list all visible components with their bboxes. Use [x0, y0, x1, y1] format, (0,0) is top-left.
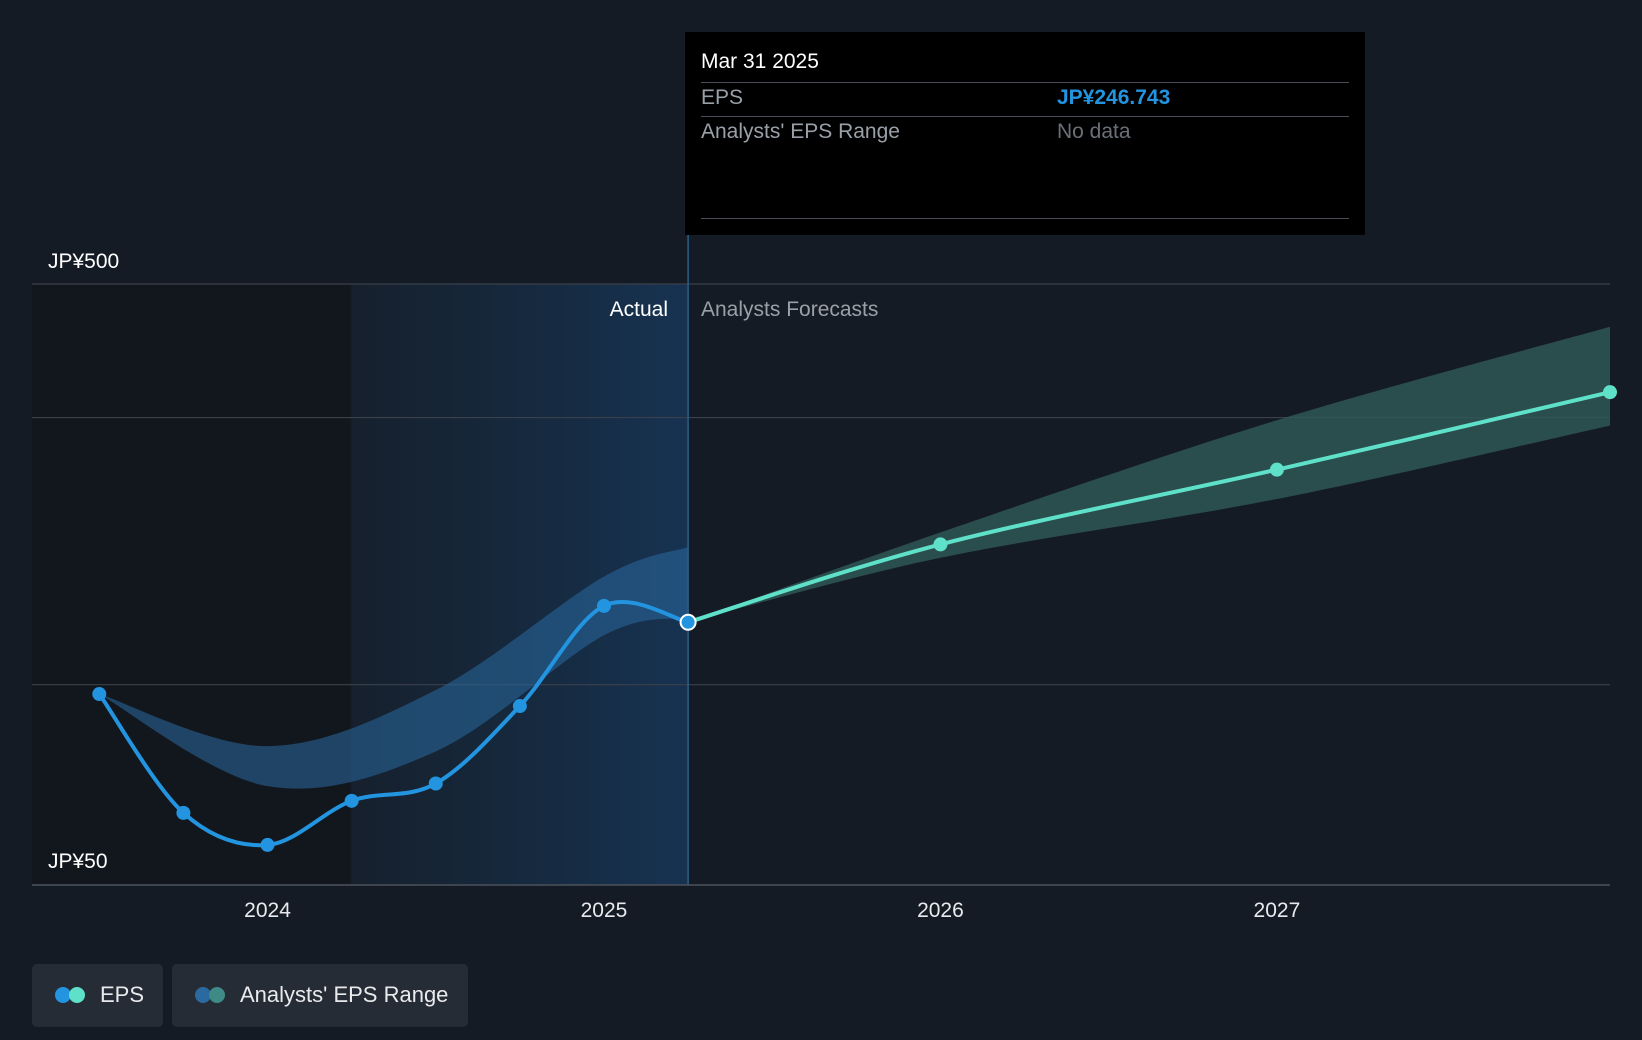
- actual-eps-point: [512, 699, 527, 714]
- tooltip-range-value: No data: [1057, 120, 1131, 143]
- forecast-eps-line: [686, 390, 1612, 625]
- tooltip-eps-label: EPS: [701, 86, 744, 109]
- tooltip: Mar 31 2025 EPS JP¥246.743 Analysts' EPS…: [685, 32, 1365, 235]
- x-axis-ticks: 2024 2025 2026 2027: [244, 899, 1300, 922]
- y-max-label: JP¥500: [48, 250, 119, 273]
- actual-eps-point: [260, 837, 275, 852]
- tooltip-date: Mar 31 2025: [701, 50, 819, 73]
- actual-eps-point: [344, 793, 359, 808]
- x-tick-label: 2026: [917, 899, 964, 922]
- past-shade: [32, 284, 350, 884]
- tooltip-divider: [701, 82, 1349, 83]
- legend-item-eps[interactable]: EPS: [32, 964, 163, 1027]
- x-tick-label: 2024: [244, 899, 291, 922]
- x-tick-label: 2025: [581, 899, 628, 922]
- forecast-eps-point: [1603, 385, 1617, 400]
- legend-range-label: Analysts' EPS Range: [240, 982, 449, 1007]
- actual-eps-point: [428, 776, 443, 791]
- forecast-eps-point: [1269, 462, 1284, 477]
- forecast-region-label: Analysts Forecasts: [701, 298, 878, 321]
- actual-eps-point: [596, 598, 611, 613]
- tooltip-divider: [701, 116, 1349, 117]
- forecast-eps-point: [933, 537, 948, 552]
- x-tick-label: 2027: [1254, 899, 1301, 922]
- highlighted-eps-point: [679, 613, 697, 631]
- actual-eps-point: [176, 805, 191, 820]
- actual-region-label: Actual: [610, 298, 668, 321]
- legend-item-analysts-range[interactable]: Analysts' EPS Range: [172, 964, 468, 1027]
- eps-points: [92, 385, 1617, 852]
- tooltip-divider: [701, 218, 1349, 219]
- actual-range-band: [99, 547, 689, 789]
- legend-eps-label: EPS: [100, 982, 145, 1007]
- tooltip-range-label: Analysts' EPS Range: [701, 120, 900, 143]
- tooltip-eps-value: JP¥246.743: [1057, 86, 1171, 109]
- actual-eps-point: [92, 687, 107, 702]
- y-min-label: JP¥50: [48, 850, 108, 873]
